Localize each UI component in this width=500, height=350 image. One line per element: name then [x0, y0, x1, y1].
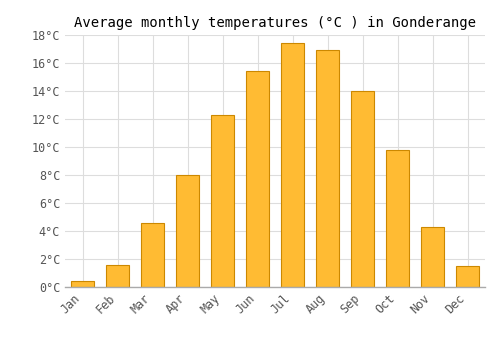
Bar [71, 281, 94, 287]
Bar [211, 115, 234, 287]
Bar [281, 43, 304, 287]
Bar [176, 175, 199, 287]
Bar [141, 223, 164, 287]
Bar [421, 227, 444, 287]
Bar [246, 71, 269, 287]
Bar [316, 50, 339, 287]
Bar [386, 150, 409, 287]
Bar [106, 265, 129, 287]
Bar [351, 91, 374, 287]
Bar [456, 266, 479, 287]
Title: Average monthly temperatures (°C ) in Gonderange: Average monthly temperatures (°C ) in Go… [74, 16, 476, 30]
